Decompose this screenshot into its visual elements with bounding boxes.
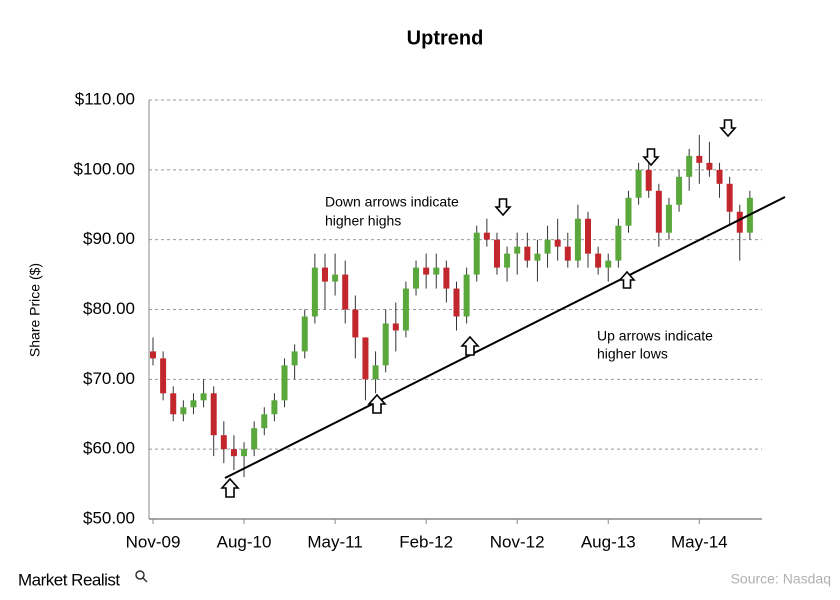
up-arrow bbox=[220, 477, 240, 498]
candle-body bbox=[160, 358, 167, 394]
candle-body bbox=[200, 393, 207, 401]
y-tick-label: $50.00 bbox=[83, 508, 135, 527]
x-tick-label: May-14 bbox=[671, 532, 728, 551]
candle-body bbox=[230, 449, 237, 457]
candle-body bbox=[453, 288, 460, 317]
candle-body bbox=[493, 239, 500, 268]
candle-body bbox=[382, 323, 389, 366]
candle-body bbox=[676, 176, 683, 205]
candle-body bbox=[554, 239, 561, 247]
candle-body bbox=[595, 253, 602, 268]
candle-body bbox=[615, 225, 622, 261]
candle-body bbox=[271, 400, 278, 415]
candle-body bbox=[605, 260, 612, 268]
down-arrow bbox=[719, 119, 737, 138]
brand-icon bbox=[135, 570, 145, 580]
candle-body bbox=[585, 218, 592, 254]
candle-body bbox=[433, 267, 440, 275]
candle-body bbox=[696, 155, 703, 163]
candle-body bbox=[150, 351, 156, 359]
trendline bbox=[224, 196, 786, 479]
arrows bbox=[220, 119, 737, 498]
candle-body bbox=[190, 400, 197, 408]
candle-body bbox=[311, 267, 318, 317]
y-axis-label: Share Price ($) bbox=[27, 263, 43, 357]
candle-body bbox=[251, 428, 258, 450]
candle-body bbox=[180, 407, 187, 415]
candle-body bbox=[291, 351, 298, 366]
candle-body bbox=[342, 274, 349, 310]
candle-body bbox=[362, 337, 369, 380]
candle-body bbox=[402, 288, 409, 331]
source: Source: Nasdaq bbox=[731, 571, 831, 587]
candle-body bbox=[392, 323, 399, 331]
candle-body bbox=[706, 162, 713, 170]
annotation: higher highs bbox=[325, 213, 401, 229]
up-arrow bbox=[367, 393, 387, 414]
annotation: higher lows bbox=[597, 346, 668, 362]
candle-body bbox=[352, 309, 359, 338]
candle-body bbox=[170, 393, 177, 415]
candle-body bbox=[443, 267, 450, 289]
candle-body bbox=[281, 365, 288, 401]
candle-body bbox=[665, 204, 672, 233]
y-tick-label: $90.00 bbox=[83, 229, 135, 248]
candle-body bbox=[726, 183, 733, 212]
candle-body bbox=[241, 449, 248, 457]
down-arrow bbox=[494, 198, 512, 217]
y-tick-label: $80.00 bbox=[83, 299, 135, 318]
up-arrow bbox=[618, 270, 636, 289]
y-tick-label: $60.00 bbox=[83, 439, 135, 458]
candle-body bbox=[413, 267, 420, 289]
candle-body bbox=[635, 169, 642, 198]
y-tick-label: $100.00 bbox=[74, 159, 135, 178]
candle-body bbox=[564, 246, 571, 261]
candle-body bbox=[736, 211, 743, 233]
candles bbox=[150, 134, 753, 478]
candle-body bbox=[655, 190, 662, 233]
candle-body bbox=[210, 393, 217, 436]
candle-body bbox=[534, 253, 541, 261]
candle-body bbox=[301, 316, 308, 352]
annotation: Up arrows indicate bbox=[597, 328, 713, 344]
grid: $50.00 $60.00 $70.00 $80.00 $90.00 $100.00 $11… bbox=[74, 89, 762, 551]
annotation: Down arrows indicate bbox=[325, 194, 459, 210]
x-tick-label: May-11 bbox=[307, 532, 362, 551]
candle-body bbox=[483, 232, 490, 240]
x-tick-label: Aug-13 bbox=[581, 532, 636, 551]
y-tick-label: $70.00 bbox=[83, 369, 135, 388]
candle-body bbox=[524, 246, 531, 261]
candle-body bbox=[321, 267, 328, 282]
candle-body bbox=[574, 218, 581, 261]
x-tick-label: Aug-10 bbox=[217, 532, 272, 551]
candle-body bbox=[544, 239, 551, 254]
candle-body bbox=[463, 274, 470, 317]
x-tick-label: Nov-12 bbox=[490, 532, 545, 551]
candle-body bbox=[372, 365, 379, 380]
candle-body bbox=[716, 169, 723, 184]
x-tick-label: Nov-09 bbox=[126, 532, 181, 551]
candle-body bbox=[473, 232, 480, 275]
chart-title: Uptrend bbox=[407, 27, 484, 49]
down-arrow bbox=[642, 148, 660, 167]
y-tick-label: $110.00 bbox=[75, 89, 135, 108]
candle-body bbox=[261, 414, 268, 429]
up-arrow bbox=[460, 335, 480, 356]
candle-body bbox=[332, 274, 339, 282]
brand-icon bbox=[142, 577, 148, 583]
x-tick-label: Feb-12 bbox=[399, 532, 453, 551]
candle-body bbox=[645, 169, 652, 191]
candle-body bbox=[504, 253, 511, 268]
candle-body bbox=[686, 155, 693, 177]
candle-body bbox=[514, 246, 521, 254]
candle-body bbox=[423, 267, 430, 275]
candle-body bbox=[625, 197, 632, 226]
candle-body bbox=[220, 435, 227, 450]
brand: Market Realist bbox=[18, 570, 120, 589]
